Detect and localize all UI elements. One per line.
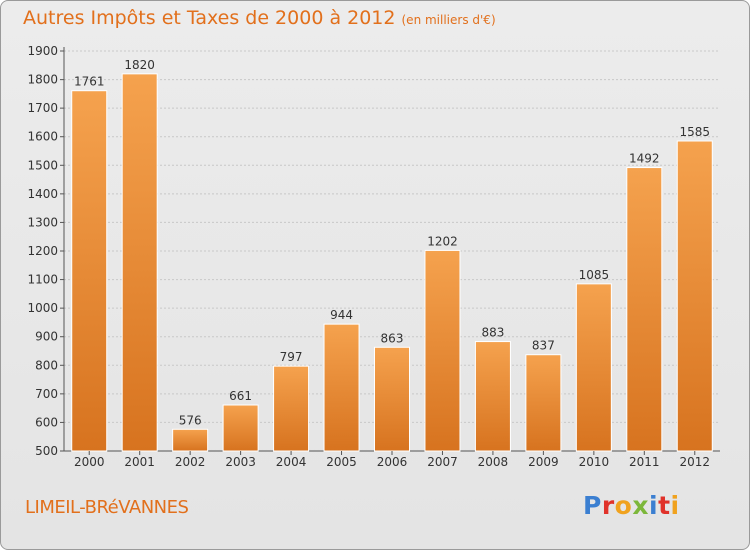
y-tick-label: 1000 <box>27 301 58 315</box>
chart-subtitle: (en milliers d'€) <box>401 13 496 27</box>
logo-letter: i <box>649 491 659 520</box>
data-label: 883 <box>481 326 504 340</box>
x-tick-label: 2007 <box>427 455 458 469</box>
chart-title-text: Autres Impôts et Taxes de 2000 à 2012 <box>23 7 396 29</box>
y-tick-label: 800 <box>35 358 58 372</box>
y-tick-label: 1500 <box>27 158 58 172</box>
logo-letter: P <box>583 491 602 520</box>
data-label: 944 <box>330 308 353 322</box>
bar-2005 <box>323 323 360 452</box>
x-tick-label: 2004 <box>276 455 307 469</box>
data-label: 1202 <box>427 234 458 248</box>
bar-2009 <box>525 354 562 452</box>
y-tick-label: 500 <box>35 444 58 458</box>
bar-2008 <box>474 341 511 452</box>
data-label: 1085 <box>579 268 610 282</box>
data-label: 1761 <box>74 75 105 89</box>
x-tick-label: 2012 <box>679 455 710 469</box>
y-tick-label: 1300 <box>27 215 58 229</box>
y-tick-label: 1600 <box>27 130 58 144</box>
proxiti-logo: Proxiti <box>583 491 680 520</box>
bar-2010 <box>575 283 612 452</box>
x-tick-label: 2010 <box>579 455 610 469</box>
bar-2011 <box>626 167 663 452</box>
x-tick-label: 2009 <box>528 455 559 469</box>
bar-2006 <box>374 346 410 452</box>
data-label: 1585 <box>679 125 710 139</box>
bar-2002 <box>172 428 209 452</box>
x-tick-label: 2008 <box>478 455 509 469</box>
logo-letter: i <box>670 491 680 520</box>
x-tick-label: 2011 <box>629 455 660 469</box>
x-tick-label: 2001 <box>124 455 155 469</box>
logo-letter: r <box>601 491 615 520</box>
bar-2007 <box>424 249 461 452</box>
y-tick-label: 1900 <box>27 44 58 58</box>
data-label: 1820 <box>124 58 155 72</box>
x-tick-label: 2006 <box>377 455 408 469</box>
y-tick-label: 600 <box>35 415 58 429</box>
data-label: 863 <box>381 331 404 345</box>
logo-letter: o <box>614 491 633 520</box>
x-tick-label: 2005 <box>326 455 357 469</box>
y-tick-label: 900 <box>35 330 58 344</box>
y-tick-label: 1800 <box>27 73 58 87</box>
x-tick-label: 2000 <box>74 455 105 469</box>
x-tick-label: 2002 <box>175 455 206 469</box>
data-label: 1492 <box>629 152 660 166</box>
y-tick-label: 1100 <box>27 273 58 287</box>
logo-letter: t <box>658 491 671 520</box>
bar-2004 <box>273 365 310 452</box>
chart-title: Autres Impôts et Taxes de 2000 à 2012 (en… <box>23 7 496 29</box>
y-tick-label: 1700 <box>27 101 58 115</box>
data-label: 837 <box>532 339 555 353</box>
data-label: 661 <box>229 389 252 403</box>
bar-2001 <box>121 73 158 452</box>
bar-2003 <box>222 404 259 452</box>
x-tick-label: 2003 <box>225 455 256 469</box>
y-tick-label: 700 <box>35 387 58 401</box>
y-tick-label: 1400 <box>27 187 58 201</box>
y-tick-label: 1200 <box>27 244 58 258</box>
logo-letter: x <box>632 491 649 520</box>
data-label: 576 <box>179 413 202 427</box>
data-label: 797 <box>280 350 303 364</box>
commune-name: LIMEIL-BRéVANNES <box>25 497 189 518</box>
bar-2012 <box>676 140 713 452</box>
bar-2000 <box>71 90 108 452</box>
